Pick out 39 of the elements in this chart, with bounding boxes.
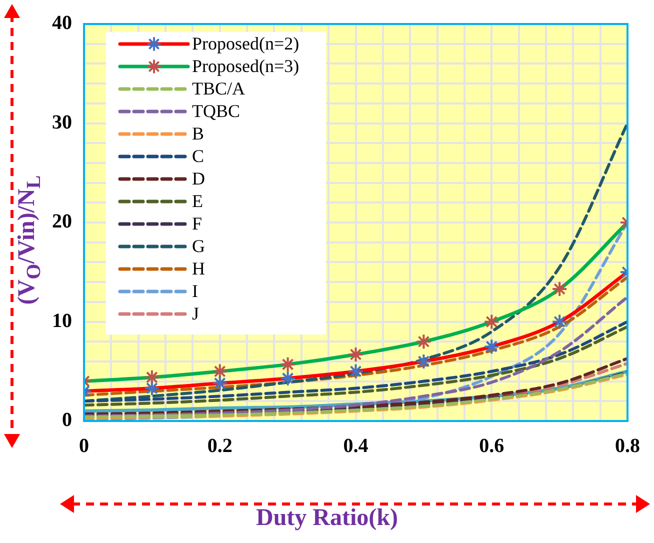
y-tick-label: 30	[52, 111, 72, 134]
x-tick-label: 0.4	[343, 435, 368, 458]
y-tick-label: 10	[52, 310, 72, 332]
x-tick-label: 0	[79, 435, 89, 458]
point	[144, 380, 160, 396]
point	[552, 314, 568, 330]
legend-label: D	[192, 168, 205, 189]
legend-label: TQBC	[192, 101, 240, 122]
x-axis-title: Duty Ratio(k)	[255, 505, 399, 532]
point	[416, 334, 432, 350]
y-tick-label: 0	[62, 409, 72, 432]
point	[212, 375, 228, 392]
point	[484, 314, 500, 330]
legend-label: E	[192, 191, 203, 212]
line-series	[84, 295, 628, 418]
point	[212, 363, 228, 380]
point	[348, 363, 364, 380]
point	[280, 370, 296, 386]
point	[348, 346, 364, 363]
legend-label: G	[192, 236, 205, 256]
point	[144, 369, 160, 386]
y-tick-label: 20	[52, 210, 72, 233]
x-tick-label: 0.8	[615, 435, 640, 458]
legend-label: TBC/A	[192, 78, 246, 99]
legend-label: B	[192, 124, 204, 144]
point	[552, 281, 568, 297]
legend-label: H	[192, 258, 205, 279]
legend-label: J	[192, 304, 200, 324]
point	[416, 353, 432, 370]
legend-label: Proposed(n=3)	[192, 56, 300, 76]
y-tick-label: 40	[52, 12, 72, 34]
legend-label: Proposed(n=2)	[192, 34, 300, 54]
legend-label: F	[192, 214, 202, 234]
x-tick-label: 0.6	[479, 435, 504, 458]
legend-label: C	[192, 146, 204, 166]
point	[280, 356, 296, 372]
legend-label: I	[192, 281, 198, 302]
point	[484, 338, 500, 355]
x-tick-label: 0.2	[207, 435, 232, 458]
